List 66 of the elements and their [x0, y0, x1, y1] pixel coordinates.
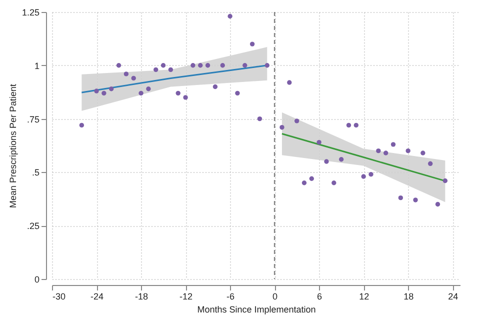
- point: [146, 86, 151, 92]
- point: [205, 63, 210, 68]
- y-tick-label: 1.25: [22, 8, 40, 18]
- x-tick-label: -6: [226, 292, 235, 302]
- x-tick-label: -30: [52, 292, 66, 302]
- x-tick-label: 12: [359, 292, 370, 302]
- y-tick-label: .5: [32, 168, 40, 178]
- point: [176, 90, 180, 96]
- y-axis-title: Mean Prescriptions Per Patient: [8, 83, 18, 208]
- point: [302, 180, 307, 186]
- point: [294, 118, 300, 124]
- point: [116, 63, 122, 68]
- x-tick-label: -12: [180, 292, 193, 302]
- point: [280, 125, 284, 130]
- x-tick-label: 18: [404, 292, 414, 302]
- point: [124, 72, 129, 76]
- y-tick-label: 0: [34, 274, 40, 284]
- point: [346, 122, 352, 128]
- point: [368, 172, 374, 177]
- point: [250, 42, 255, 46]
- point: [131, 76, 136, 81]
- point: [183, 95, 188, 100]
- point: [257, 116, 262, 122]
- point: [220, 63, 225, 68]
- point: [109, 86, 114, 92]
- point: [361, 174, 366, 179]
- x-tick-label: -24: [90, 292, 104, 302]
- point: [168, 67, 174, 72]
- point: [398, 195, 403, 200]
- point: [228, 14, 232, 19]
- point: [338, 157, 344, 162]
- y-tick-label: 1: [34, 60, 40, 71]
- point: [324, 159, 329, 164]
- point: [332, 180, 336, 186]
- point: [94, 88, 99, 94]
- x-tick-label: 6: [317, 292, 322, 302]
- point: [235, 90, 240, 96]
- point: [383, 150, 388, 156]
- point: [287, 80, 292, 85]
- point: [154, 67, 158, 72]
- point: [102, 90, 106, 96]
- point: [242, 63, 248, 68]
- x-tick-label: 0: [272, 292, 278, 302]
- y-tick-label: .25: [26, 221, 40, 232]
- point: [435, 202, 440, 207]
- point: [406, 148, 410, 154]
- point: [316, 140, 322, 145]
- point: [413, 198, 418, 202]
- x-tick-label: -18: [135, 292, 148, 302]
- point: [420, 150, 426, 156]
- point: [79, 122, 84, 128]
- point: [376, 148, 381, 154]
- point: [309, 176, 314, 181]
- point: [390, 142, 396, 147]
- point: [442, 178, 448, 184]
- x-axis-title: Months Since Implementation: [197, 304, 316, 314]
- point: [160, 63, 166, 68]
- point: [138, 90, 144, 96]
- point: [190, 63, 196, 68]
- x-tick-label: 24: [448, 292, 458, 302]
- y-tick-label: .75: [26, 114, 40, 124]
- point: [264, 63, 270, 68]
- point: [428, 161, 433, 166]
- point: [212, 84, 218, 90]
- point: [354, 122, 358, 128]
- point: [198, 63, 203, 68]
